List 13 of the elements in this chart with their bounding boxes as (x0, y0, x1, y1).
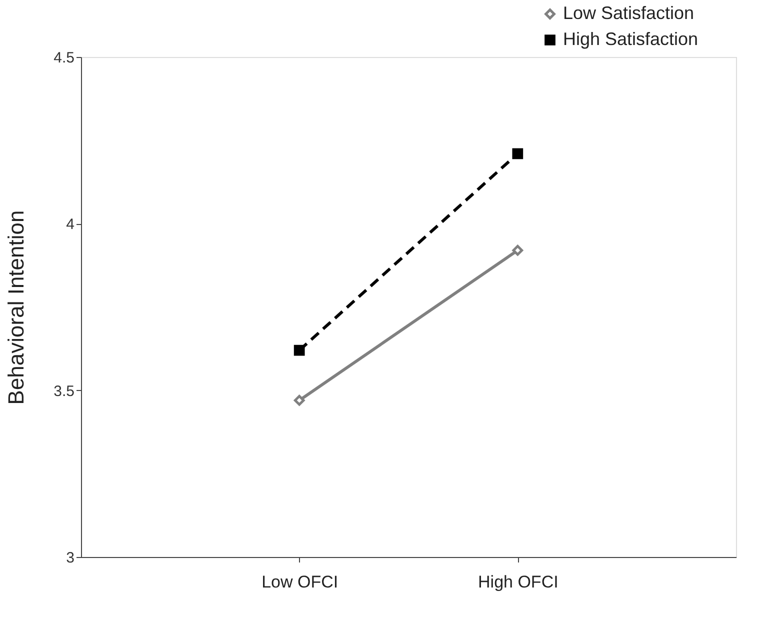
y-tick-label: 3 (66, 550, 74, 566)
legend-label: Low Satisfaction (563, 3, 694, 23)
point (294, 394, 305, 406)
y-axis-title: Behavioral Intention (4, 210, 29, 405)
point (512, 148, 524, 160)
point (512, 244, 524, 256)
y-tick-label: 4 (66, 216, 74, 234)
y-tick-label: 4.5 (54, 50, 74, 66)
x-tick-label: High OFCI (478, 572, 558, 592)
x-tick-label: Low OFCI (262, 572, 338, 592)
point (294, 344, 305, 356)
legend-label: High Satisfaction (563, 29, 698, 49)
y-tick-label: 3.5 (54, 382, 74, 400)
